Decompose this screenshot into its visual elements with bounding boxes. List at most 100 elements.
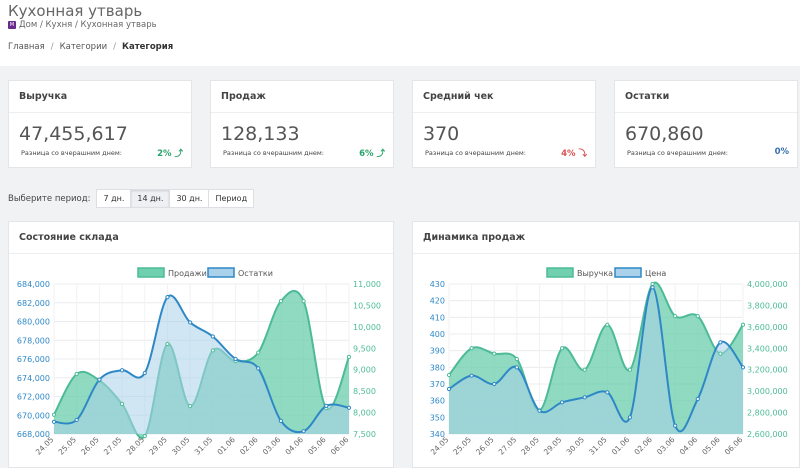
breadcrumb-separator: / <box>113 42 117 52</box>
card-diff-label: Разница со вчерашним днем: <box>223 149 324 157</box>
y-right-tick-label: 10,000 <box>353 323 381 332</box>
legend-swatch <box>137 267 165 278</box>
data-point <box>718 351 723 356</box>
data-point <box>650 285 655 290</box>
card-average-check: Средний чек 370 Разница со вчерашним дне… <box>412 80 596 168</box>
y-right-tick-label: 10,500 <box>353 301 381 310</box>
period-30-days-button[interactable]: 30 дн. <box>170 190 210 207</box>
period-label: Выберите период: <box>8 193 91 204</box>
data-point <box>695 396 700 402</box>
data-point <box>210 334 215 339</box>
y-left-tick-label: 350 <box>430 413 445 422</box>
y-left-tick-label: 670,000 <box>17 411 50 420</box>
y-right-tick-label: 9,000 <box>353 366 376 375</box>
x-tick-label: 25.05 <box>451 435 473 457</box>
data-point <box>119 368 125 373</box>
data-point <box>51 412 57 417</box>
data-point <box>469 373 474 378</box>
y-left-tick-label: 380 <box>430 363 445 372</box>
y-left-tick-label: 390 <box>430 347 445 356</box>
y-right-tick-label: 3,000,000 <box>747 387 788 396</box>
x-tick-label: 01.06 <box>610 435 632 457</box>
breadcrumb-home[interactable]: Главная <box>8 42 45 52</box>
x-tick-label: 03.06 <box>261 435 283 457</box>
legend-label: Остатки <box>238 269 273 278</box>
period-custom-button[interactable]: Период <box>209 190 254 207</box>
data-point <box>469 346 474 351</box>
data-point <box>537 408 542 413</box>
card-value: 47,455,617 <box>19 123 128 145</box>
x-tick-label: 31.05 <box>193 435 215 457</box>
panel-title: Динамика продаж <box>423 232 526 243</box>
data-point <box>74 417 79 423</box>
x-tick-label: 06.06 <box>329 435 351 457</box>
category-path-text[interactable]: Дом / Кухня / Кухонная утварь <box>19 20 157 30</box>
divider <box>211 112 393 113</box>
x-tick-label: 29.05 <box>542 435 564 457</box>
warehouse-chart: 684,000 682,000 680,000 678,000 676,000 674,0… <box>17 267 381 457</box>
sales-chart: 430 420 410 400 390 380 370 360 350 340 4,000,000 3… <box>429 267 788 457</box>
page-header: Кухонная утварь M Дом / Кухня / Кухонная… <box>0 0 800 66</box>
legend-label: Выручка <box>577 269 613 278</box>
data-point <box>142 370 147 376</box>
y-right-tick-label: 11,000 <box>353 280 381 289</box>
x-tick-label: 03.06 <box>655 435 677 457</box>
data-point <box>605 390 610 395</box>
period-selector: Выберите период: 7 дн. 14 дн. 30 дн. Пер… <box>8 189 255 208</box>
breadcrumb-current: Категория <box>122 42 174 52</box>
page-title: Кухонная утварь <box>8 2 143 20</box>
series-area-Остатки <box>54 295 349 434</box>
y-right-tick-label: 8,000 <box>353 409 376 418</box>
card-value: 670,860 <box>625 123 704 145</box>
y-left-tick-label: 360 <box>430 397 445 406</box>
x-tick-label: 29.05 <box>147 435 169 457</box>
x-tick-label: 06.06 <box>723 435 745 457</box>
sales-panel: Динамика продаж 430 420 410 400 390 380 370 360… <box>412 221 800 468</box>
data-point <box>51 419 57 424</box>
data-point <box>278 299 284 304</box>
data-point <box>446 386 452 392</box>
y-right-tick-label: 3,200,000 <box>747 366 788 375</box>
y-right-tick-label: 2,600,000 <box>747 430 788 439</box>
card-diff-label: Разница со вчерашним днем: <box>627 149 728 157</box>
card-title: Средний чек <box>423 91 494 102</box>
y-left-tick-label: 370 <box>430 380 445 389</box>
data-point <box>627 415 633 420</box>
breadcrumb-categories[interactable]: Категории <box>59 42 108 52</box>
period-button-group: 7 дн. 14 дн. 30 дн. Период <box>96 189 255 208</box>
x-tick-label: 30.05 <box>565 435 587 457</box>
data-point <box>446 372 452 378</box>
period-7-days-button[interactable]: 7 дн. <box>97 190 132 207</box>
data-point <box>233 356 238 362</box>
card-title: Продаж <box>221 91 266 102</box>
y-left-tick-label: 676,000 <box>17 355 50 364</box>
data-point <box>650 281 655 287</box>
breadcrumb: Главная / Категории / Категория <box>8 42 173 52</box>
y-left-tick-label: 678,000 <box>17 336 50 345</box>
data-point <box>278 418 284 423</box>
card-sales: Продаж 128,133 Разница со вчерашним днем… <box>210 80 394 168</box>
x-tick-label: 04.06 <box>283 435 305 457</box>
legend-swatch <box>546 267 574 278</box>
y-left-tick-label: 674,000 <box>17 374 50 383</box>
x-tick-label: 02.06 <box>632 435 654 457</box>
data-point <box>74 371 79 377</box>
data-point <box>324 403 329 408</box>
data-point <box>582 395 587 400</box>
y-right-tick-label: 2,800,000 <box>747 409 788 418</box>
divider <box>413 112 595 113</box>
divider <box>413 253 799 254</box>
x-tick-label: 27.05 <box>102 435 124 457</box>
y-right-tick-label: 3,600,000 <box>747 323 788 332</box>
y-left-tick-label: 682,000 <box>17 299 50 308</box>
legend-swatch <box>614 267 642 278</box>
data-point <box>142 434 147 439</box>
data-point <box>301 299 306 304</box>
period-14-days-button[interactable]: 14 дн. <box>131 190 171 207</box>
y-right-tick-label: 3,800,000 <box>747 301 788 310</box>
warehouse-panel: Состояние склада 684,000 682,000 680,000 67… <box>8 221 394 468</box>
data-point <box>673 314 678 319</box>
panel-title: Состояние склада <box>19 232 119 243</box>
data-point <box>718 340 723 345</box>
card-diff: 0% <box>774 147 789 157</box>
